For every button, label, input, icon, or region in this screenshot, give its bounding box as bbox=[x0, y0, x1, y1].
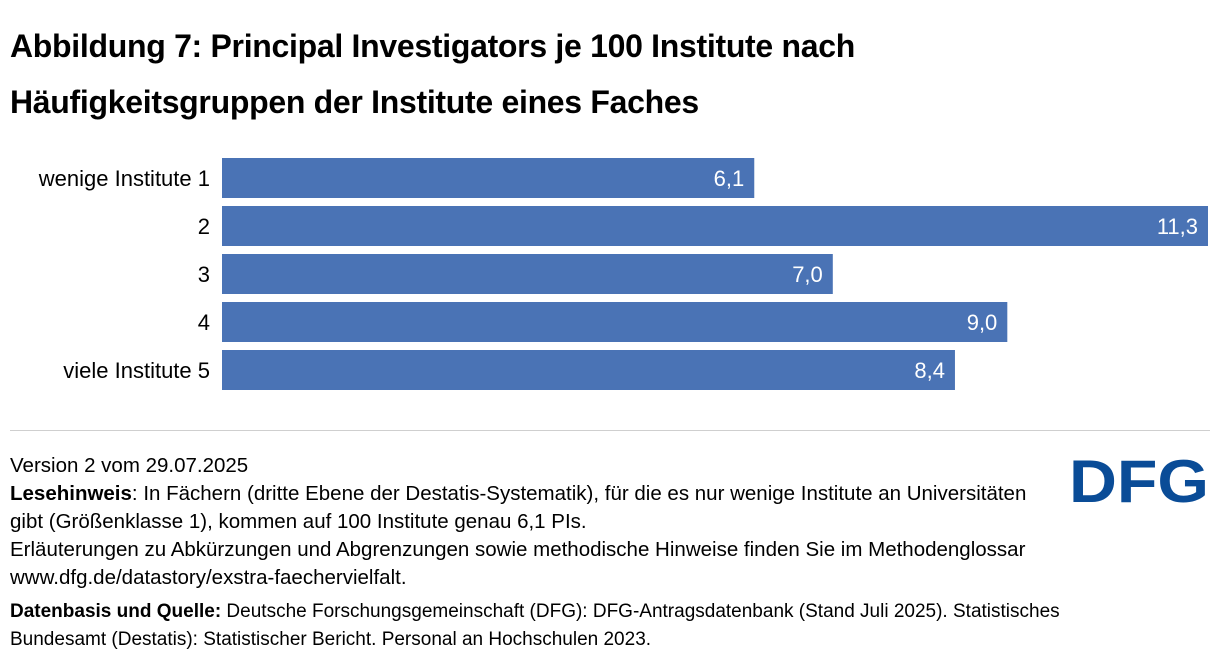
reading-hint: Lesehinweis: In Fächern (dritte Ebene de… bbox=[10, 480, 1040, 536]
data-label: 8,4 bbox=[914, 358, 945, 383]
source-text: Deutsche Forschungsgemeinschaft (DFG): D… bbox=[10, 601, 1060, 650]
dfg-logo: DFG bbox=[1069, 452, 1209, 504]
chart-title: Abbildung 7: Principal Investigators je … bbox=[10, 18, 1160, 130]
version-note: Version 2 vom 29.07.2025 bbox=[10, 454, 249, 477]
category-label: 3 bbox=[198, 262, 210, 287]
source-label: Datenbasis und Quelle: bbox=[10, 601, 222, 622]
category-label: 2 bbox=[198, 214, 210, 239]
bar bbox=[222, 158, 755, 198]
category-label: 4 bbox=[198, 310, 210, 335]
bar bbox=[222, 254, 833, 294]
data-label: 11,3 bbox=[1157, 214, 1198, 239]
data-label: 6,1 bbox=[714, 166, 745, 191]
chart-title-line-1: Abbildung 7: Principal Investigators je … bbox=[10, 28, 855, 64]
method-note: Erläuterungen zu Abkürzungen und Abgrenz… bbox=[10, 538, 1026, 589]
dfg-logo-text: DFG bbox=[1069, 452, 1209, 504]
bar-chart: wenige Institute 1 6,1 2 11,3 3 7,0 4 9,0 viele … bbox=[38, 158, 1208, 390]
reading-hint-label: Lesehinweis bbox=[10, 482, 132, 505]
data-label: 7,0 bbox=[792, 262, 823, 287]
bar bbox=[222, 302, 1008, 342]
category-label: viele Institute 5 bbox=[63, 358, 210, 383]
bar bbox=[222, 206, 1208, 246]
source-note: Datenbasis und Quelle: Deutsche Forschun… bbox=[10, 598, 1060, 654]
chart-title-line-2: Häufigkeitsgruppen der Institute eines F… bbox=[10, 84, 699, 120]
bar bbox=[222, 350, 955, 390]
divider-line bbox=[10, 430, 1210, 431]
data-label: 9,0 bbox=[967, 310, 998, 335]
category-label: wenige Institute 1 bbox=[38, 166, 210, 191]
reading-hint-text: : In Fächern (dritte Ebene der Destatis-… bbox=[10, 482, 1027, 533]
footer-notes: Version 2 vom 29.07.2025 Lesehinweis: In… bbox=[10, 452, 1040, 592]
